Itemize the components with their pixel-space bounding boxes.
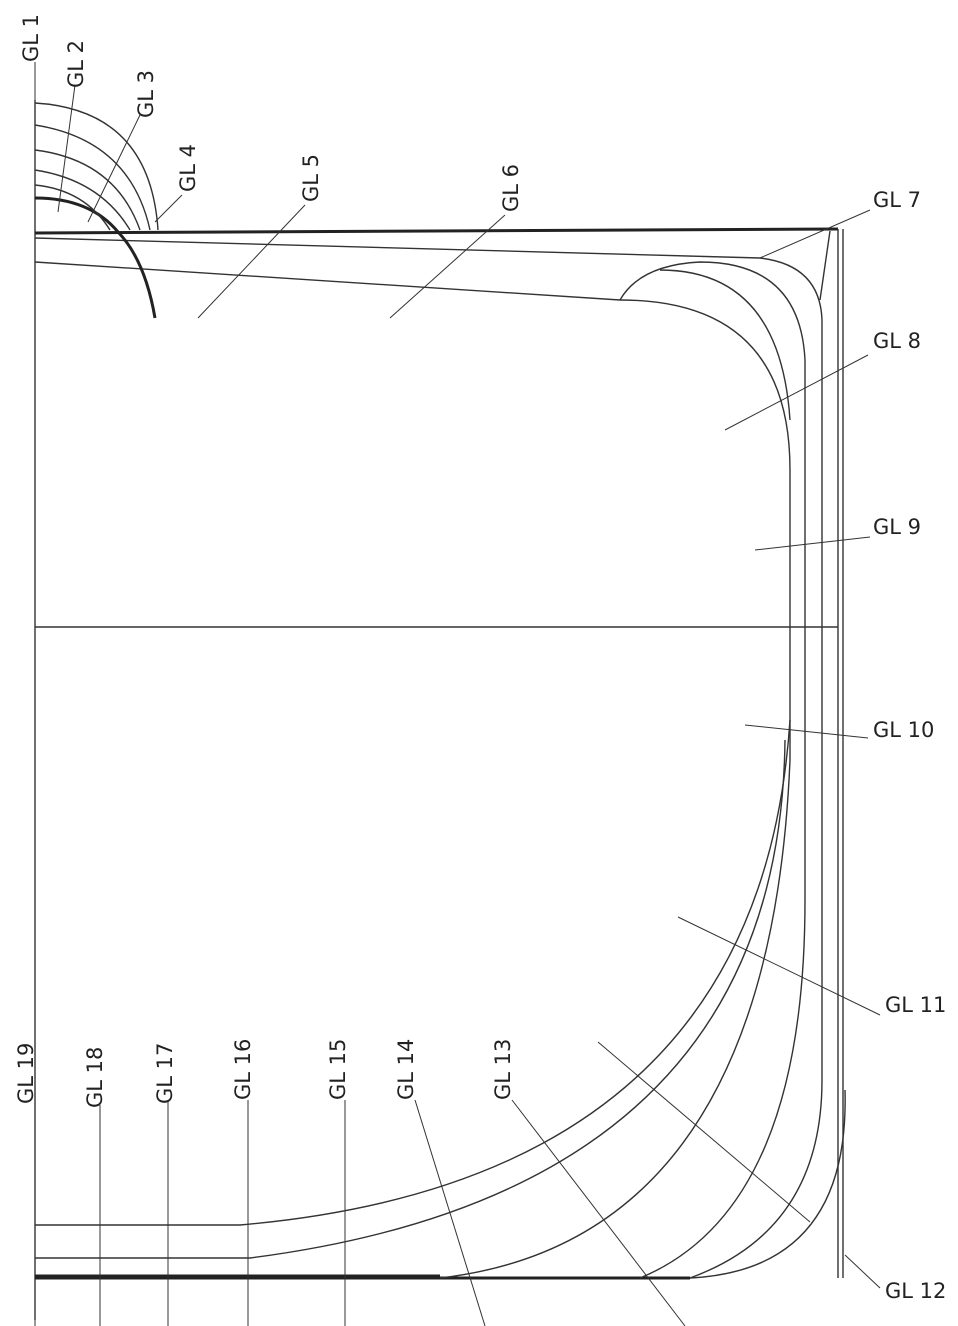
label: GL 11: [885, 993, 946, 1017]
label: GL 13: [491, 1039, 515, 1100]
label: GL 3: [134, 70, 158, 118]
hull-lines: [35, 62, 880, 1326]
label: GL 4: [176, 144, 200, 192]
label: GL 10: [873, 718, 934, 742]
label: GL 8: [873, 329, 921, 353]
label: GL 17: [153, 1043, 177, 1104]
label: GL 6: [499, 164, 523, 212]
labels: GL 1 GL 2 GL 3 GL 4 GL 5 GL 6 GL 7 GL 8 …: [14, 14, 946, 1303]
label: GL 15: [326, 1039, 350, 1100]
label: GL 1: [19, 14, 43, 62]
body-plan: GL 1 GL 2 GL 3 GL 4 GL 5 GL 6 GL 7 GL 8 …: [0, 0, 958, 1326]
label: GL 5: [299, 154, 323, 202]
label: GL 2: [64, 40, 88, 88]
label: GL 12: [885, 1279, 946, 1303]
label: GL 14: [394, 1039, 418, 1100]
label: GL 19: [14, 1043, 38, 1104]
label: GL 9: [873, 515, 921, 539]
label: GL 7: [873, 188, 921, 212]
label: GL 18: [83, 1047, 107, 1108]
label: GL 16: [231, 1039, 255, 1100]
